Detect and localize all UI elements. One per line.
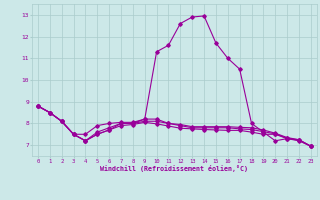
X-axis label: Windchill (Refroidissement éolien,°C): Windchill (Refroidissement éolien,°C) (100, 165, 248, 172)
